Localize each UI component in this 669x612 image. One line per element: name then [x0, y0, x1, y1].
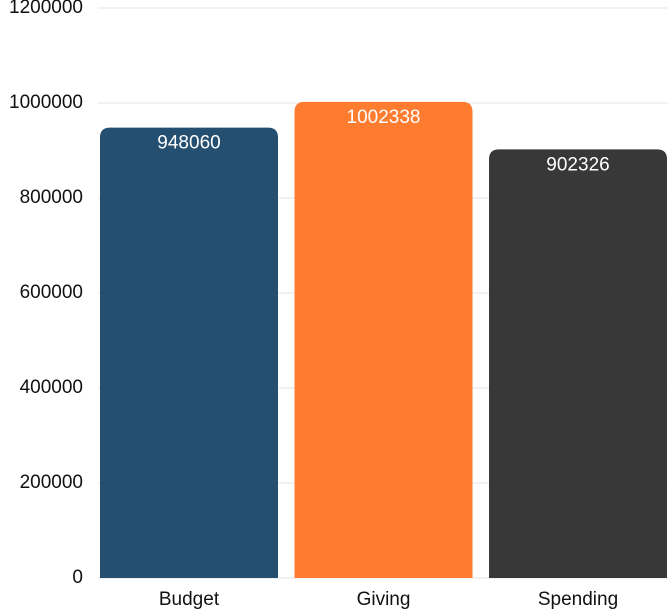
bar — [489, 149, 667, 579]
x-tick-label: Budget — [159, 589, 220, 610]
y-tick-label: 1200000 — [9, 0, 83, 18]
y-tick-label: 0 — [72, 567, 83, 588]
x-tick-label: Giving — [357, 589, 411, 610]
value-label: 1002338 — [347, 107, 421, 128]
y-tick-label: 1000000 — [9, 92, 83, 113]
bar — [294, 101, 473, 578]
value-label: 902326 — [546, 154, 609, 175]
y-tick-label: 200000 — [20, 472, 83, 493]
value-label: 948060 — [157, 133, 220, 154]
y-tick-label: 800000 — [20, 187, 83, 208]
bar — [100, 127, 278, 578]
y-tick-label: 600000 — [20, 282, 83, 303]
y-tick-label: 400000 — [20, 377, 83, 398]
x-tick-label: Spending — [538, 589, 618, 610]
